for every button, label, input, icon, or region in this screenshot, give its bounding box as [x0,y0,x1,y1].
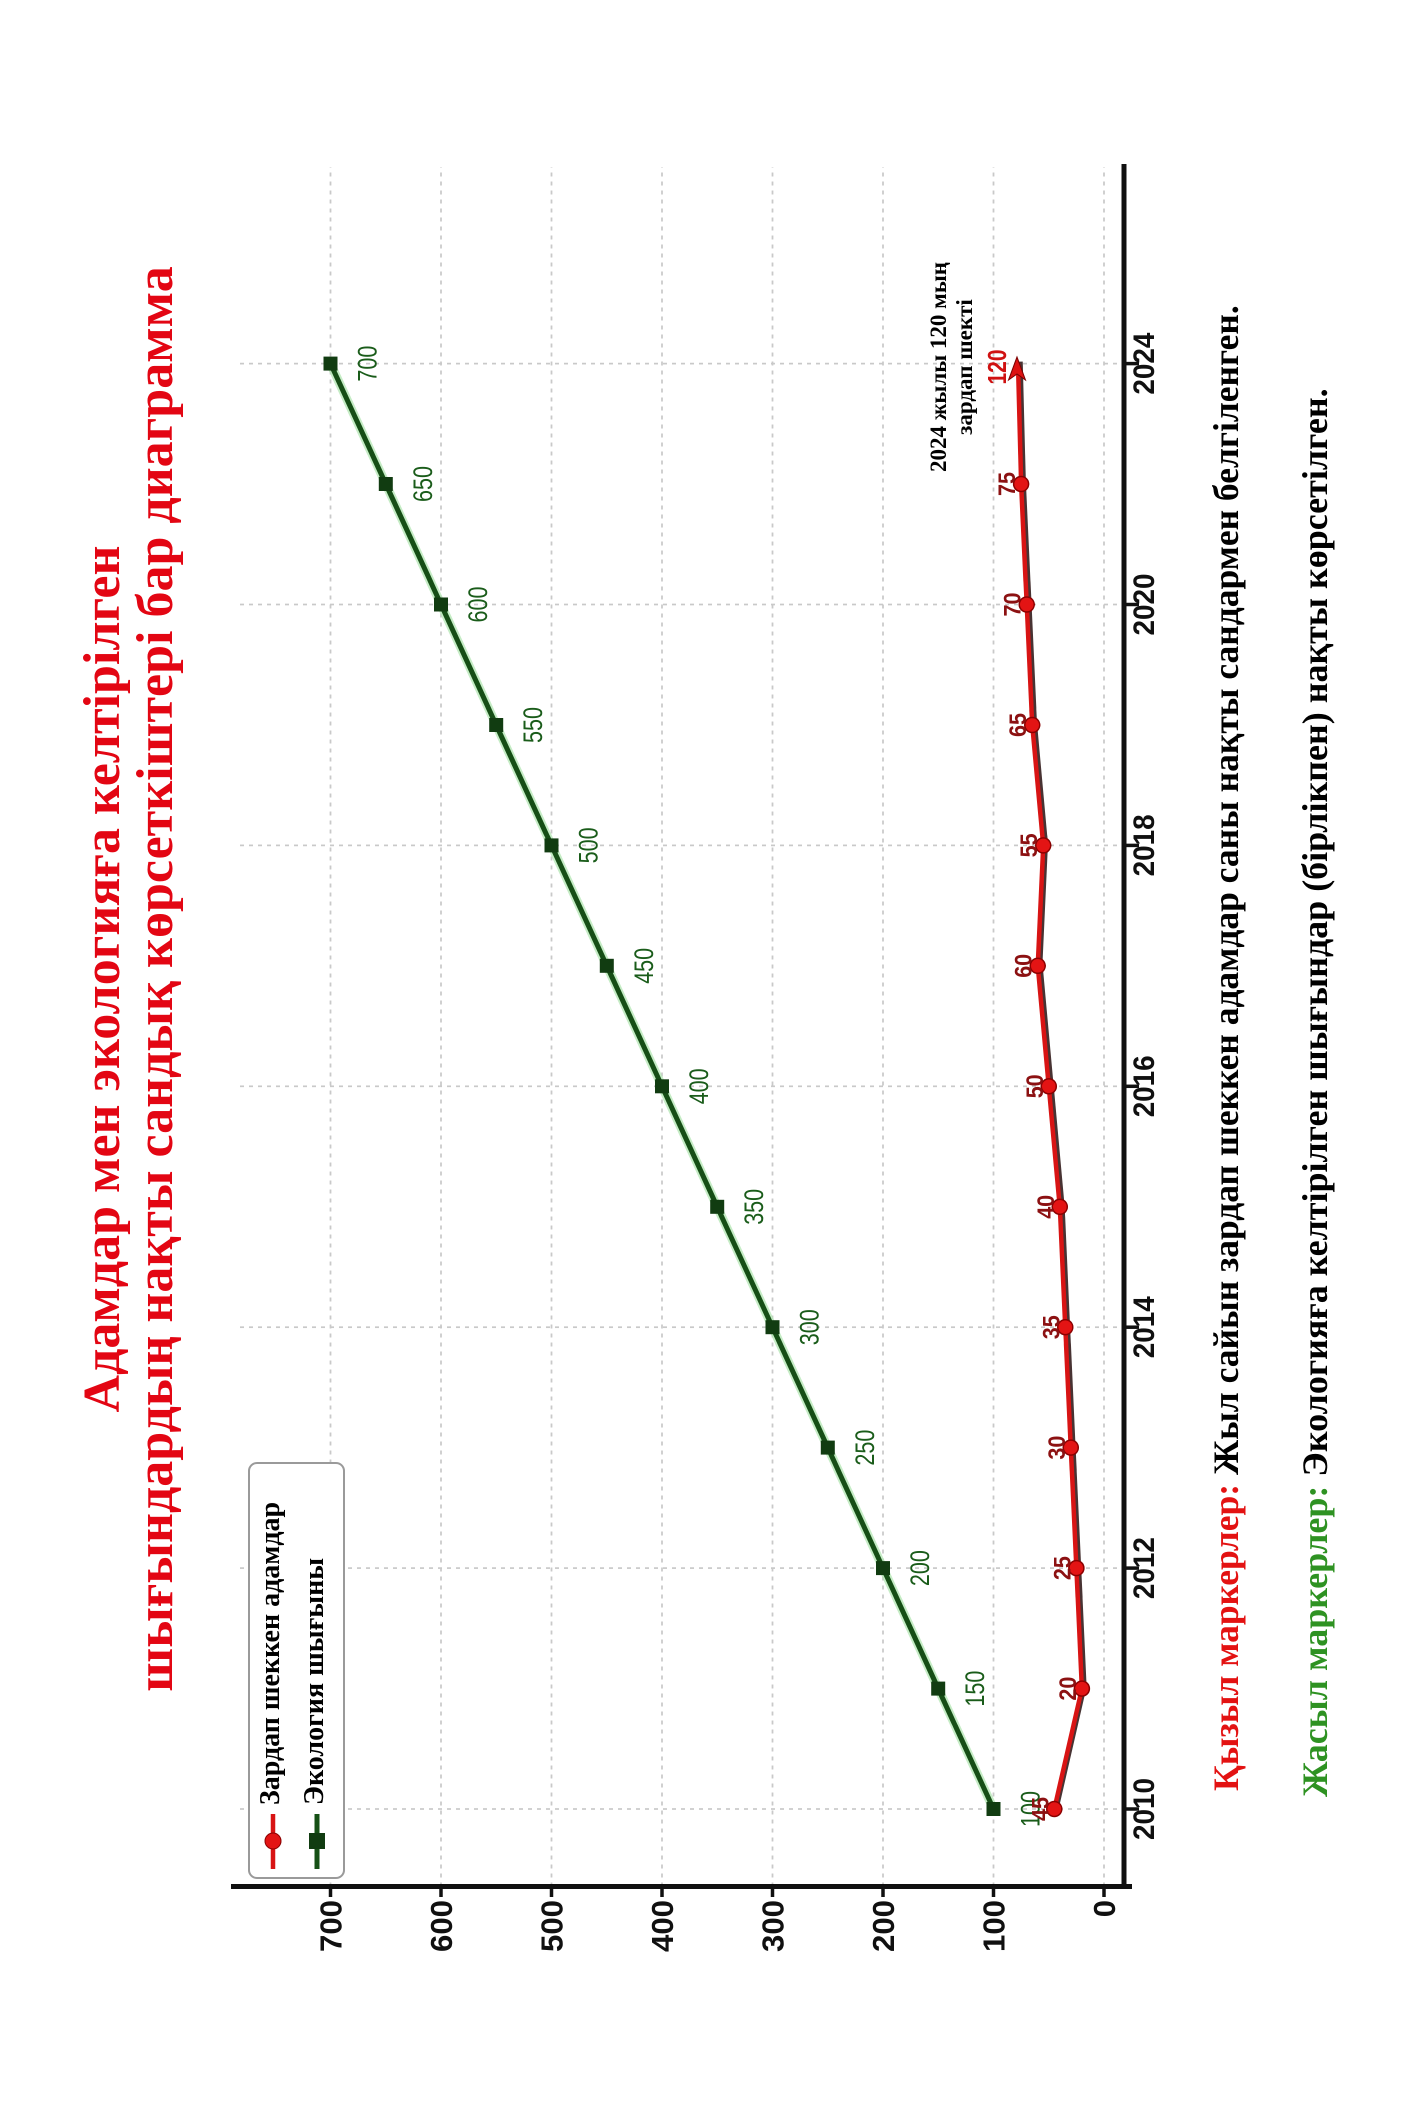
svg-text:55: 55 [1016,833,1043,857]
svg-text:250: 250 [850,1430,880,1466]
svg-text:550: 550 [518,707,548,743]
svg-text:75: 75 [994,472,1021,496]
svg-text:2014: 2014 [1128,1296,1161,1358]
svg-text:100: 100 [977,1900,1012,1952]
svg-text:150: 150 [960,1671,990,1707]
svg-text:2020: 2020 [1128,574,1161,636]
svg-text:400: 400 [645,1900,680,1952]
svg-text:650: 650 [408,466,438,502]
svg-text:120: 120 [982,350,1012,385]
svg-text:500: 500 [574,827,604,863]
svg-text:500: 500 [535,1900,570,1952]
svg-text:600: 600 [424,1900,459,1952]
svg-text:350: 350 [739,1189,769,1225]
svg-text:45: 45 [1027,1797,1054,1821]
svg-text:600: 600 [463,587,493,623]
svg-text:300: 300 [756,1900,791,1952]
svg-text:700: 700 [353,346,383,382]
svg-text:700: 700 [314,1900,349,1952]
svg-text:400: 400 [684,1068,714,1104]
svg-text:60: 60 [1011,954,1038,978]
svg-text:450: 450 [629,948,659,984]
svg-text:2016: 2016 [1128,1055,1161,1117]
svg-text:2010: 2010 [1128,1778,1161,1840]
svg-text:30: 30 [1044,1436,1071,1460]
svg-text:40: 40 [1033,1195,1060,1219]
svg-text:300: 300 [795,1309,825,1345]
svg-text:65: 65 [1005,713,1032,737]
svg-text:35: 35 [1038,1315,1065,1339]
svg-text:200: 200 [866,1900,901,1952]
svg-text:2024: 2024 [1128,332,1161,394]
svg-text:20: 20 [1055,1677,1082,1701]
svg-text:50: 50 [1022,1074,1049,1098]
svg-text:200: 200 [905,1550,935,1586]
svg-text:100: 100 [1016,1791,1046,1827]
svg-text:70: 70 [1000,593,1027,617]
svg-text:2012: 2012 [1128,1537,1161,1599]
svg-text:2018: 2018 [1128,814,1161,876]
svg-text:25: 25 [1049,1556,1076,1580]
svg-text:0: 0 [1087,1900,1122,1917]
